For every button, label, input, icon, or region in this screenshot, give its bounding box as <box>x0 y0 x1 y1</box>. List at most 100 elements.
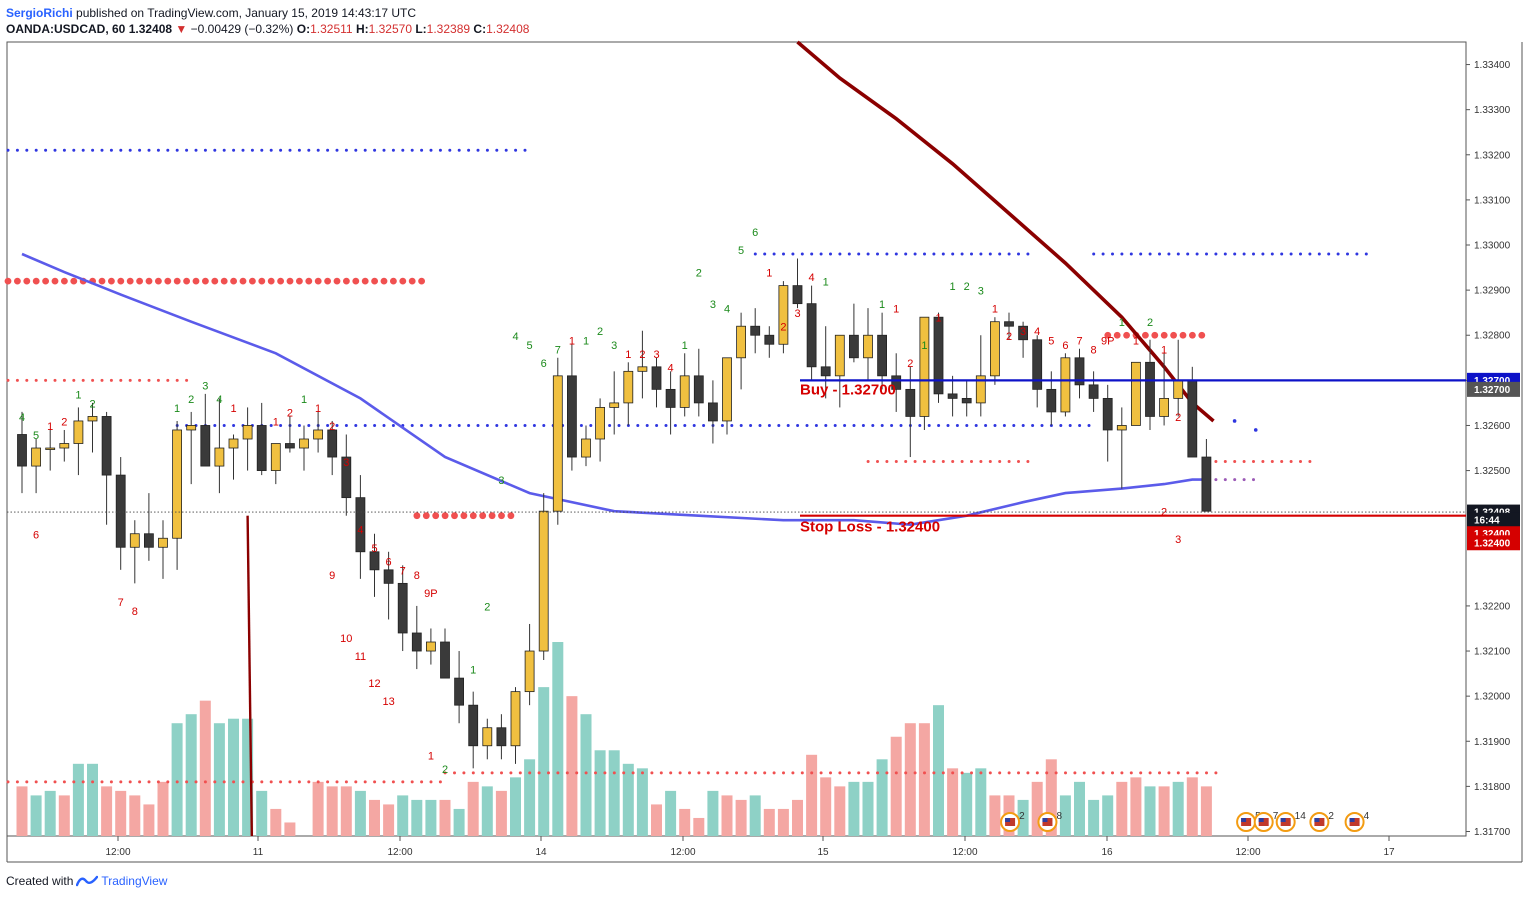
author-name[interactable]: SergioRichi <box>6 6 73 20</box>
bearish-candle[interactable] <box>849 334 859 359</box>
bullish-candle[interactable] <box>623 370 634 404</box>
bearish-candle[interactable] <box>1046 388 1057 413</box>
us-economic-event-icon[interactable]: 7 <box>1253 811 1279 832</box>
bullish-candle[interactable] <box>1131 361 1141 426</box>
bullish-candle[interactable] <box>59 443 70 449</box>
bearish-candle[interactable] <box>651 366 662 390</box>
bearish-candle[interactable] <box>806 303 817 368</box>
bearish-candle[interactable] <box>369 551 380 571</box>
bearish-candle[interactable] <box>1088 384 1099 399</box>
bearish-candle[interactable] <box>1102 397 1113 431</box>
bearish-candle[interactable] <box>200 425 211 467</box>
bearish-candle[interactable] <box>143 533 154 548</box>
bullish-candle[interactable] <box>1173 379 1184 399</box>
bearish-candle[interactable] <box>468 704 479 747</box>
bearish-candle[interactable] <box>933 316 944 395</box>
bearish-candle[interactable] <box>905 388 916 417</box>
bullish-candle[interactable] <box>722 357 732 422</box>
bullish-candle[interactable] <box>990 321 1000 377</box>
tradingview-brand[interactable]: TradingView <box>101 874 168 888</box>
bearish-candle[interactable] <box>947 393 958 399</box>
us-economic-event-icon[interactable]: 8 <box>1037 811 1062 832</box>
bearish-candle[interactable] <box>496 727 507 747</box>
bullish-candle[interactable] <box>45 447 56 450</box>
bullish-candle[interactable] <box>736 325 746 359</box>
bearish-candle[interactable] <box>17 434 27 467</box>
bearish-candle[interactable] <box>256 425 267 471</box>
bearish-candle[interactable] <box>1032 339 1043 390</box>
bearish-candle[interactable] <box>764 334 775 345</box>
bullish-candle[interactable] <box>186 425 197 431</box>
bearish-candle[interactable] <box>567 375 577 458</box>
bullish-candle[interactable] <box>1060 357 1071 413</box>
bearish-candle[interactable] <box>327 429 338 458</box>
bullish-candle[interactable] <box>228 438 239 449</box>
bullish-candle[interactable] <box>524 650 535 693</box>
bullish-candle[interactable] <box>482 727 493 747</box>
us-economic-event-icon[interactable]: 4 <box>1344 811 1370 832</box>
bearish-candle[interactable] <box>440 641 450 679</box>
us-economic-event-icon[interactable]: 2 <box>1000 811 1025 832</box>
bearish-candle[interactable] <box>877 334 887 377</box>
bearish-candle[interactable] <box>1018 325 1028 341</box>
bullish-candle[interactable] <box>242 425 253 440</box>
candles-layer[interactable] <box>17 258 1212 769</box>
bullish-candle[interactable] <box>510 691 521 747</box>
bullish-candle[interactable] <box>552 375 563 512</box>
bullish-candle[interactable] <box>313 429 324 440</box>
bullish-candle[interactable] <box>129 533 140 548</box>
bullish-candle[interactable] <box>834 334 845 377</box>
bearish-candle[interactable] <box>355 497 366 553</box>
bearish-candle[interactable] <box>891 375 902 390</box>
bullish-candle[interactable] <box>172 429 183 539</box>
bullish-candle[interactable] <box>778 285 789 345</box>
event-markers-layer[interactable]: 28571424 <box>1000 811 1370 832</box>
bullish-candle[interactable] <box>158 537 168 548</box>
bullish-candle[interactable] <box>73 420 84 444</box>
price-scale[interactable]: 1.33400 1.33300 1.33200 1.33100 1.33000 1.329… <box>1466 60 1511 838</box>
bullish-candle[interactable] <box>31 447 42 467</box>
bullish-candle[interactable] <box>595 407 605 440</box>
bullish-candle[interactable] <box>975 375 986 404</box>
bearish-candle[interactable] <box>792 285 803 305</box>
bullish-candle[interactable] <box>425 641 436 652</box>
bearish-candle[interactable] <box>383 569 394 584</box>
bearish-candle[interactable] <box>1187 379 1198 458</box>
bullish-candle[interactable] <box>581 438 591 458</box>
bearish-candle[interactable] <box>1004 321 1014 327</box>
bearish-candle[interactable] <box>820 366 831 377</box>
bearish-candle[interactable] <box>1145 361 1155 417</box>
bearish-candle[interactable] <box>961 397 972 404</box>
level-dot <box>467 423 471 427</box>
bearish-candle[interactable] <box>1074 357 1085 386</box>
bullish-candle[interactable] <box>1159 397 1169 417</box>
bullish-candle[interactable] <box>299 438 309 449</box>
bearish-candle[interactable] <box>284 443 295 449</box>
bullish-candle[interactable] <box>919 316 930 417</box>
bearish-candle[interactable] <box>101 416 112 476</box>
bearish-candle[interactable] <box>693 375 704 404</box>
bullish-candle[interactable] <box>270 443 281 471</box>
time-scale[interactable]: 12:00 11 12:00 14 12:00 15 12:00 16 12:00 17 <box>105 836 1395 858</box>
bullish-candle[interactable] <box>609 402 620 408</box>
us-economic-event-icon[interactable]: 14 <box>1275 811 1307 832</box>
bearish-candle[interactable] <box>665 388 676 408</box>
volume-bar <box>30 795 42 836</box>
bearish-candle[interactable] <box>750 325 761 336</box>
bullish-candle[interactable] <box>637 366 648 372</box>
bearish-candle[interactable] <box>1201 456 1212 512</box>
bearish-candle[interactable] <box>454 677 465 706</box>
bullish-candle[interactable] <box>214 447 225 467</box>
bullish-candle[interactable] <box>538 510 549 652</box>
bullish-candle[interactable] <box>87 416 98 422</box>
bearish-candle[interactable] <box>397 582 408 634</box>
bullish-candle[interactable] <box>679 375 690 408</box>
bearish-candle[interactable] <box>115 474 126 548</box>
bullish-candle[interactable] <box>1116 425 1127 431</box>
bullish-candle[interactable] <box>863 334 873 359</box>
bearish-candle[interactable] <box>708 402 718 422</box>
us-economic-event-icon[interactable]: 2 <box>1309 811 1334 832</box>
bearish-candle[interactable] <box>411 632 422 652</box>
bearish-candle[interactable] <box>341 456 352 499</box>
